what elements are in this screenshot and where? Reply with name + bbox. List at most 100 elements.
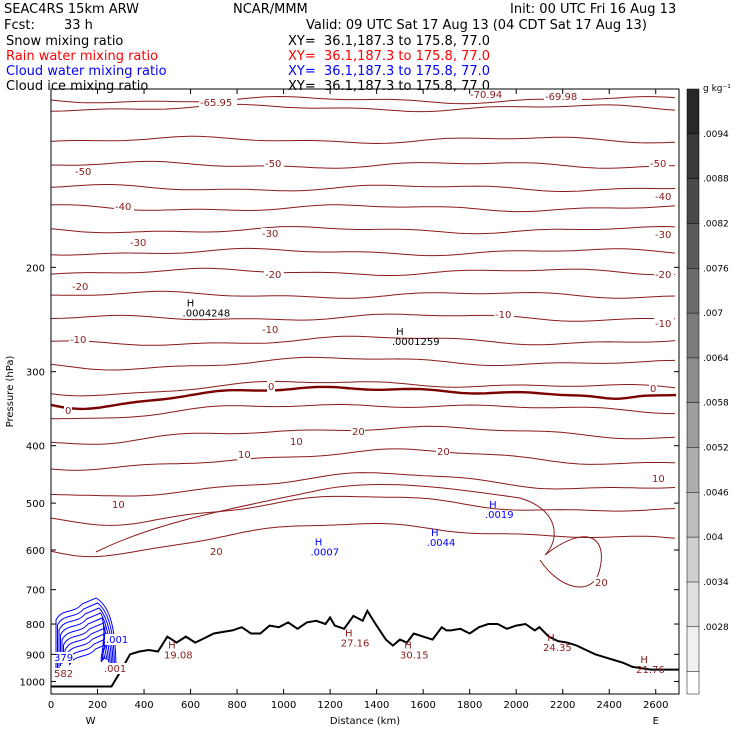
isotherm-label: -30 bbox=[655, 230, 671, 241]
colorbar-segment bbox=[686, 268, 700, 314]
extremum-marker: H bbox=[315, 538, 323, 549]
extremum-marker: H bbox=[187, 299, 195, 310]
isotherm-label: 20 bbox=[210, 547, 223, 558]
x-tick-label: 1400 bbox=[364, 700, 389, 711]
x-tick-label: 1000 bbox=[271, 700, 296, 711]
edge-label-bg bbox=[53, 652, 73, 663]
extremum-marker: H bbox=[431, 528, 439, 539]
fcst-value: 33 h bbox=[64, 18, 93, 33]
x-tick-label: 2400 bbox=[596, 700, 621, 711]
isotherm-label-bg bbox=[654, 318, 674, 329]
edge-label: 582 bbox=[54, 669, 73, 680]
extremum-value: .0019 bbox=[485, 510, 514, 521]
extremum-value: .0007 bbox=[310, 548, 339, 559]
isotherm-label: -20 bbox=[655, 270, 671, 281]
terrain-layer bbox=[51, 608, 679, 688]
extremum-value: 19.08 bbox=[164, 651, 193, 662]
colorbar-tick-label: .0058 bbox=[703, 399, 729, 409]
isotherm-line bbox=[50, 380, 676, 397]
isotherm-line bbox=[50, 356, 676, 371]
valid-label: Valid: 09 UTC Sat 17 Aug 13 (04 CDT Sat … bbox=[306, 18, 647, 33]
extremum-marker: H bbox=[404, 641, 412, 652]
cloud-water-contour bbox=[69, 642, 110, 666]
isotherm-label: -20 bbox=[265, 270, 281, 281]
edge-label: .001 bbox=[104, 664, 126, 675]
y-axis-title: Pressure (hPa) bbox=[5, 356, 16, 428]
terrain-line bbox=[51, 608, 679, 688]
isotherm-label-bg bbox=[654, 229, 674, 240]
isotherm-line bbox=[50, 523, 676, 558]
y-tick-label: 300 bbox=[26, 368, 45, 379]
field-cloudwater-xy: XY= 36.1,187.3 to 175.8, 77.0 bbox=[288, 64, 491, 79]
colorbar-tick-label: .0034 bbox=[703, 578, 729, 588]
extremum-value: 27.16 bbox=[341, 639, 370, 650]
isotherm-label-bg bbox=[199, 97, 237, 108]
colorbar-segment bbox=[686, 178, 700, 225]
init-label: Init: 00 UTC Fri 16 Aug 13 bbox=[510, 2, 677, 17]
colorbar-tick-label: .0088 bbox=[703, 175, 729, 185]
fcst-label: Fcst: bbox=[4, 18, 35, 33]
extremum-marker: H bbox=[345, 629, 353, 640]
y-tick-label: 900 bbox=[26, 650, 45, 661]
isotherm-label-bg bbox=[264, 158, 284, 169]
colorbar-segment bbox=[686, 581, 700, 628]
y-tick-label: 500 bbox=[26, 499, 45, 510]
isotherm-line bbox=[50, 225, 676, 235]
isotherm-line bbox=[50, 472, 676, 497]
colorbar-segment bbox=[686, 133, 700, 180]
colorbar-tick-label: .0082 bbox=[703, 219, 729, 229]
isotherm-label-bg bbox=[469, 89, 507, 100]
x-end-left-label: W bbox=[86, 716, 96, 727]
colorbar-segment bbox=[686, 447, 700, 494]
field-snow-name: Snow mixing ratio bbox=[6, 34, 124, 49]
isotherm-label-bg bbox=[209, 546, 223, 557]
x-tick-label: 0 bbox=[48, 700, 54, 711]
isotherm-label: 10 bbox=[652, 474, 665, 485]
isotherm-label-bg bbox=[651, 473, 665, 484]
isotherm-label-bg bbox=[114, 201, 134, 212]
isotherm-label-bg bbox=[111, 499, 125, 510]
isotherm-label-bg bbox=[649, 383, 657, 394]
center-label: NCAR/MMM bbox=[233, 2, 308, 17]
colorbar-tick-label: .0052 bbox=[703, 444, 729, 454]
isotherm-label: 20 bbox=[352, 427, 365, 438]
isotherm-label-bg bbox=[261, 324, 281, 335]
x-tick-label: 1200 bbox=[317, 700, 342, 711]
isotherm-line bbox=[50, 204, 676, 213]
colorbar-tick-label: .004 bbox=[703, 533, 723, 543]
colorbar-segment bbox=[686, 492, 700, 538]
colorbar-tick-label: .0076 bbox=[703, 264, 729, 274]
axes: 0 200 400 600 800 1000 1200 1400 1600 1800 2000 220… bbox=[5, 88, 680, 727]
isotherm-line bbox=[50, 267, 676, 276]
extremum-marker: H bbox=[168, 641, 176, 652]
y-tick-label: 700 bbox=[26, 586, 45, 597]
isotherm-label: -50 bbox=[265, 159, 281, 170]
extremum-value: .0001259 bbox=[392, 337, 440, 348]
isotherm-label: -50 bbox=[650, 159, 666, 170]
isotherm-label-bg bbox=[74, 166, 94, 177]
y-tick-label: 1000 bbox=[20, 677, 45, 688]
field-rain-name: Rain water mixing ratio bbox=[6, 49, 159, 64]
isotherm-line bbox=[51, 290, 676, 299]
x-tick-label: 2000 bbox=[503, 700, 528, 711]
extremum-marker: H bbox=[396, 327, 404, 338]
colorbar-segment bbox=[686, 536, 700, 583]
isotherm-label-bg bbox=[594, 577, 608, 588]
isotherm-label: -10 bbox=[655, 319, 671, 330]
colorbar-segment bbox=[686, 402, 700, 449]
isotherm-label: 10 bbox=[290, 437, 303, 448]
isotherm-line bbox=[50, 313, 676, 322]
isotherm-label-bg bbox=[289, 436, 303, 447]
extremum-value: .0044 bbox=[427, 538, 456, 549]
isotherm-label: -30 bbox=[262, 229, 278, 240]
extremum-marker: H bbox=[547, 633, 555, 644]
isotherm-label: -40 bbox=[115, 202, 131, 213]
isotherm-label-bg bbox=[544, 91, 582, 102]
edge-label-bg bbox=[53, 668, 73, 679]
colorbar-segment bbox=[686, 357, 700, 404]
colorbar: .0094 .0088 .0082 .0076 .007 .0064 .0058 .0052.… bbox=[686, 84, 731, 695]
isotherm-label: -50 bbox=[75, 167, 91, 178]
isotherm-label: -20 bbox=[72, 282, 88, 293]
colorbar-segment bbox=[686, 312, 700, 359]
